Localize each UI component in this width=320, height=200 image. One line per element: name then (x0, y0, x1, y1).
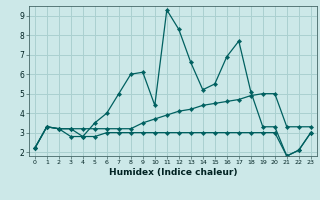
X-axis label: Humidex (Indice chaleur): Humidex (Indice chaleur) (108, 168, 237, 177)
